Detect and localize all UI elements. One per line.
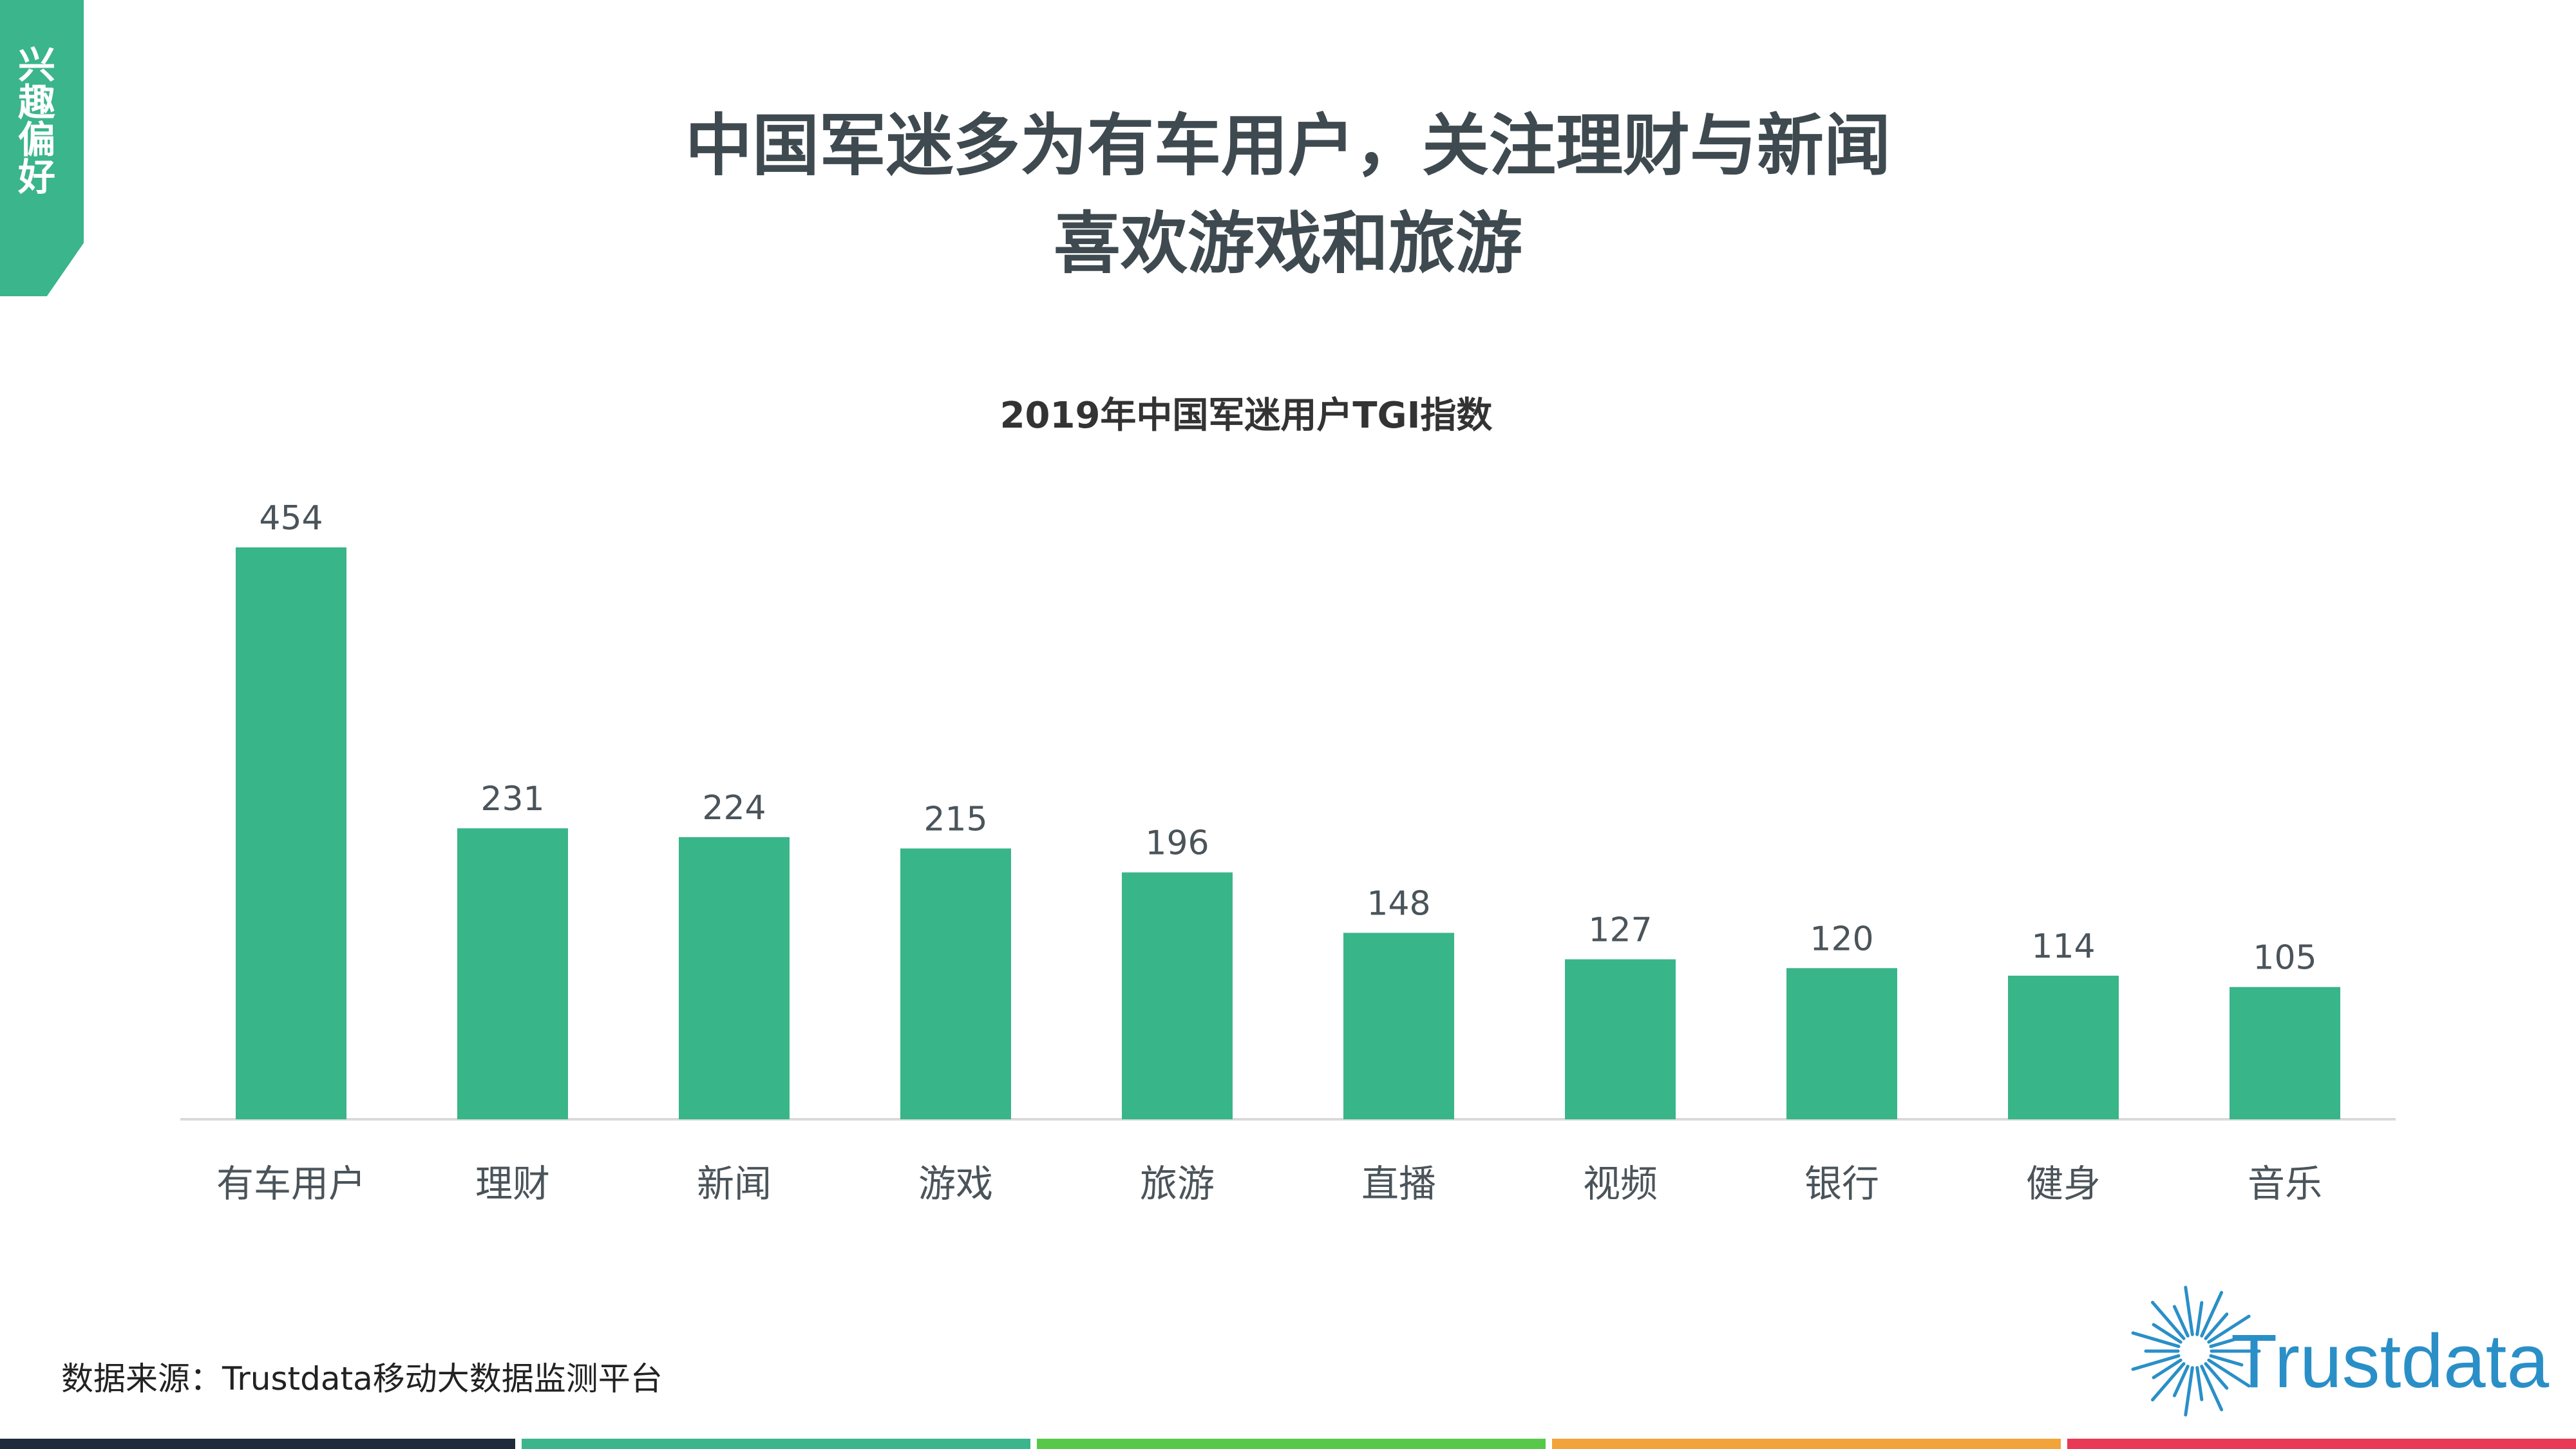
bar-6 <box>1565 959 1676 1119</box>
sunburst-ray <box>2207 1314 2251 1344</box>
page-headline: 中国军迷多为有车用户，关注理财与新闻 喜欢游戏和旅游 <box>0 97 2576 292</box>
chart-title: 2019年中国军迷用户TGI指数 <box>999 395 1493 437</box>
bar-4 <box>1122 872 1233 1119</box>
sunburst-ray <box>2200 1291 2224 1338</box>
data-label-6: 127 <box>1588 911 1652 950</box>
data-label-3: 215 <box>923 800 987 838</box>
sunburst-ray <box>2207 1358 2251 1388</box>
sunburst-ray <box>2209 1354 2244 1367</box>
bottom-stripe-1 <box>522 1439 1030 1449</box>
section-tab: 兴趣偏好 <box>0 0 84 296</box>
sunburst-ray <box>2131 1331 2181 1349</box>
sunburst-ray <box>2195 1301 2204 1336</box>
bar-8 <box>2008 976 2119 1119</box>
category-label-9: 音乐 <box>2248 1162 2322 1206</box>
trustdata-logo: Trustdata <box>2131 1285 2549 1417</box>
sunburst-ray <box>2184 1366 2194 1417</box>
sunburst-ray <box>2172 1365 2190 1397</box>
logo-wordmark: Trustdata <box>2231 1319 2549 1404</box>
bottom-stripe-0 <box>0 1439 515 1449</box>
bar-1 <box>457 828 568 1119</box>
category-label-4: 旅游 <box>1140 1162 1215 1206</box>
data-label-7: 120 <box>1810 920 1873 958</box>
category-label-6: 视频 <box>1583 1162 1658 1206</box>
bar-7 <box>1786 968 1897 1119</box>
category-label-1: 理财 <box>475 1162 550 1206</box>
sunburst-ray <box>2172 1305 2190 1338</box>
sunburst-ray <box>2152 1323 2183 1344</box>
bar-9 <box>2230 987 2340 1119</box>
bottom-stripe-4 <box>2067 1439 2576 1449</box>
category-label-7: 银行 <box>1804 1162 1879 1206</box>
section-tab-label: 兴趣偏好 <box>12 45 55 194</box>
sunburst-ray <box>2204 1362 2229 1390</box>
headline-line-1: 中国军迷多为有车用户，关注理财与新闻 <box>685 106 1891 185</box>
data-source: 数据来源：Trustdata移动大数据监测平台 <box>61 1360 663 1397</box>
sunburst-ray <box>2195 1366 2204 1401</box>
sunburst-ray <box>2209 1336 2244 1349</box>
headline-line-2: 喜欢游戏和旅游 <box>1053 204 1522 283</box>
sunburst-ray <box>2151 1362 2186 1402</box>
sunburst-ray <box>2184 1285 2194 1336</box>
bottom-stripes <box>0 1439 2576 1449</box>
data-label-8: 114 <box>2031 927 2095 966</box>
category-label-8: 健身 <box>2026 1162 2101 1206</box>
bar-0 <box>236 547 346 1119</box>
sunburst-ray <box>2204 1312 2229 1340</box>
bar-2 <box>679 837 790 1119</box>
sunburst-ray <box>2131 1354 2181 1371</box>
data-label-0: 454 <box>259 499 323 538</box>
bottom-stripe-2 <box>1037 1439 1546 1449</box>
data-label-2: 224 <box>702 789 766 828</box>
category-label-0: 有车用户 <box>216 1162 366 1206</box>
sunburst-icon <box>2131 1285 2261 1417</box>
category-label-2: 新闻 <box>697 1162 772 1206</box>
bar-5 <box>1343 933 1454 1119</box>
bar-3 <box>900 848 1011 1119</box>
data-label-5: 148 <box>1367 885 1430 923</box>
sunburst-ray <box>2200 1365 2224 1412</box>
bottom-stripe-3 <box>1552 1439 2061 1449</box>
category-label-3: 游戏 <box>918 1162 993 1206</box>
data-label-9: 105 <box>2253 939 2316 978</box>
sunburst-ray <box>2152 1358 2183 1379</box>
data-label-1: 231 <box>480 780 544 819</box>
sunburst-ray <box>2151 1300 2186 1340</box>
data-label-4: 196 <box>1145 824 1209 863</box>
category-label-5: 直播 <box>1361 1162 1436 1206</box>
